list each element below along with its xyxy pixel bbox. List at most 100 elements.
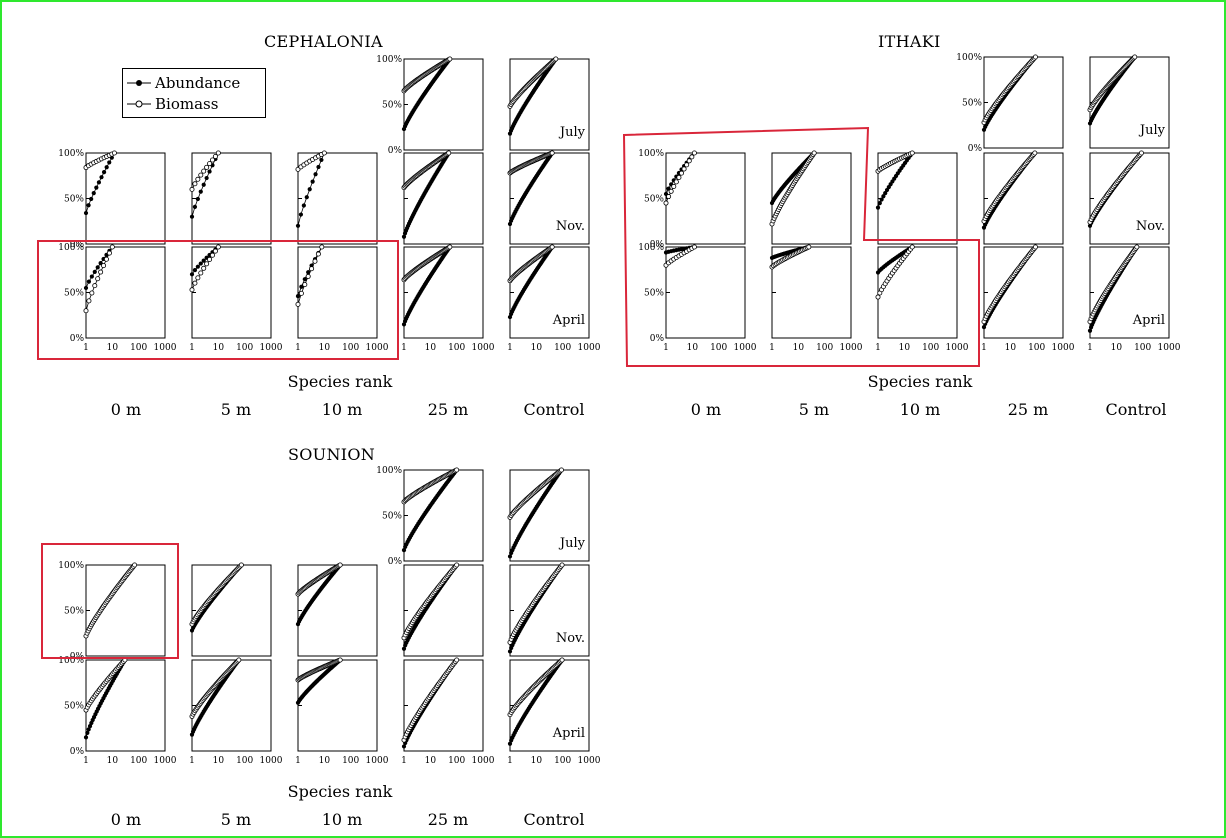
sounion-col-10m: 10 m [321, 810, 363, 829]
x-tick-label: 100 [922, 343, 939, 353]
x-tick-label: 1 [507, 756, 513, 766]
y-tick-label: 50% [64, 289, 84, 299]
abundance-point [86, 203, 91, 208]
y-tick-label: 50% [64, 195, 84, 205]
abundance-point [198, 261, 203, 266]
biomass-point [106, 250, 112, 256]
y-tick-label: 0% [650, 240, 665, 250]
biomass-point [204, 261, 210, 267]
sounion-title: SOUNION [288, 445, 376, 464]
panel-ithaki-5m-april: 1 10 100 1000 [769, 244, 863, 353]
sounion-xaxis-title: Species rank [287, 782, 393, 801]
x-tick-label: 1000 [472, 756, 495, 766]
panel-frame [403, 246, 484, 339]
biomass-point [1032, 54, 1038, 60]
abundance-line [191, 152, 219, 217]
y-tick-label: 50% [382, 512, 402, 522]
panel-sounion-10m-april: 1 10 100 1000 [295, 657, 389, 766]
ithaki-title: ITHAKI [878, 32, 941, 51]
abundance-point [85, 730, 90, 736]
abundance-point [189, 214, 195, 219]
month-label: Nov. [1136, 219, 1165, 234]
x-tick-label: 1000 [840, 343, 863, 353]
sounion-col-5m: 5 m [220, 810, 252, 829]
sounion-col-25m: 25 m [427, 810, 469, 829]
panel-frame [191, 659, 272, 752]
x-tick-label: 1 [507, 343, 513, 353]
x-tick-label: 1000 [366, 343, 389, 353]
biomass-point [454, 562, 460, 568]
biomass-point [673, 179, 679, 185]
panel-frame [191, 152, 272, 245]
x-tick-label: 1000 [1052, 343, 1075, 353]
abundance-point [83, 735, 89, 740]
biomass-point [201, 168, 207, 174]
biomass-point [689, 154, 695, 160]
biomass-point [691, 244, 697, 250]
x-tick-label: 1000 [1158, 343, 1181, 353]
y-tick-label: 50% [64, 607, 84, 617]
biomass-point [92, 283, 98, 289]
panel-cephalonia-control-april: 1 10 100 1000 April [507, 244, 601, 353]
x-tick-label: 1 [401, 756, 407, 766]
sounion-col-control: Control [523, 810, 585, 829]
abundance-point [295, 294, 301, 299]
biomass-point [302, 282, 308, 288]
biomass-point [875, 294, 881, 300]
biomass-point [666, 194, 672, 200]
legend-abundance-label: Abundance [155, 74, 241, 92]
abundance-point [89, 274, 94, 279]
biomass-point [553, 56, 559, 62]
cephalonia-col-5m: 5 m [220, 400, 252, 419]
highlight-ithaki-shallow [622, 126, 980, 367]
abundance-point [201, 182, 206, 187]
biomass-point [454, 657, 460, 663]
ithaki-col-25m: 25 m [1007, 400, 1049, 419]
biomass-point [111, 150, 117, 156]
biomass-point [811, 150, 817, 156]
legend: Abundance Biomass [122, 68, 266, 118]
biomass-point [209, 252, 215, 258]
x-tick-label: 1000 [734, 343, 757, 353]
biomass-point [447, 56, 453, 62]
panel-frame [403, 469, 484, 562]
biomass-point [103, 256, 109, 262]
panel-cephalonia-10m-april: 1 10 100 1000 [295, 244, 389, 353]
biomass-point [195, 275, 201, 281]
panel-ithaki-5m-nov [769, 150, 852, 245]
abundance-point [310, 179, 315, 184]
panel-sounion-25m-nov [401, 562, 484, 657]
biomass-point [83, 308, 89, 314]
panel-sounion-10m-nov [295, 562, 378, 657]
x-tick-label: 10 [531, 756, 543, 766]
biomass-point [209, 157, 215, 163]
ithaki-col-5m: 5 m [798, 400, 830, 419]
biomass-point [315, 251, 321, 257]
biomass-point [98, 269, 104, 275]
panel-cephalonia-control-nov: Nov. [507, 150, 590, 245]
y-tick-label: 0% [650, 334, 665, 344]
abundance-point [92, 269, 97, 274]
x-tick-label: 1000 [578, 756, 601, 766]
abundance-point [95, 265, 100, 270]
x-tick-label: 1 [663, 343, 669, 353]
panel-sounion-control-april: 1 10 100 1000 April [507, 657, 601, 766]
cephalonia-col-0m: 0 m [110, 400, 142, 419]
highlight-sounion-0m-nov [41, 543, 179, 659]
abundance-point [192, 204, 198, 209]
ithaki-col-0m: 0 m [690, 400, 722, 419]
abundance-point [875, 205, 881, 210]
panel-sounion-control-nov: Nov. [507, 562, 590, 657]
abundance-point [304, 195, 309, 200]
biomass-point [549, 244, 555, 250]
panel-sounion-0m-april: 100% 50% 0%1 10 100 1000 [58, 656, 176, 766]
panel-frame [665, 152, 746, 245]
biomass-point [236, 657, 242, 663]
abundance-point [195, 264, 200, 269]
biomass-point [212, 248, 218, 254]
biomass-point [454, 467, 460, 473]
panel-frame [297, 152, 378, 245]
x-tick-label: 10 [213, 343, 225, 353]
x-tick-label: 100 [554, 343, 571, 353]
y-tick-label: 50% [64, 702, 84, 712]
